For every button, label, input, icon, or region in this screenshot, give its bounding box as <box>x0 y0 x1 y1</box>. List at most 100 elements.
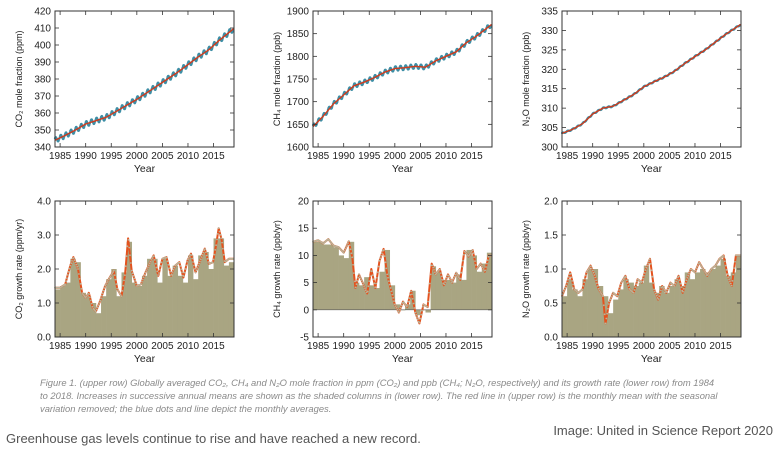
monthly-points <box>53 28 235 143</box>
monthly-point <box>411 293 413 296</box>
annual-column <box>223 265 230 337</box>
monthly-point <box>364 289 367 292</box>
annual-column <box>65 282 71 337</box>
y-tick-label: 15 <box>298 224 310 235</box>
monthly-point <box>165 256 168 259</box>
monthly-point <box>171 271 174 273</box>
monthly-point <box>694 271 696 274</box>
x-tick-label: 2005 <box>658 151 681 162</box>
monthly-point <box>642 274 645 277</box>
monthly-point <box>649 263 652 265</box>
monthly-point <box>214 249 217 251</box>
y-tick-label: 420 <box>34 7 51 18</box>
monthly-point <box>428 291 430 294</box>
annual-column <box>384 249 391 310</box>
monthly-point <box>457 274 459 277</box>
monthly-point <box>91 305 94 308</box>
n2o-mole-fraction-chart: 300 305 310 315 320 325 330 335 1985 1990 1995 2000… <box>507 0 757 180</box>
monthly-point <box>78 278 81 280</box>
monthly-point <box>586 269 589 272</box>
annual-column <box>567 279 573 337</box>
monthly-point <box>452 278 455 280</box>
y-tick-label: -5 <box>300 333 309 344</box>
y-tick-label: 2.0 <box>37 265 51 276</box>
monthly-point <box>187 257 190 259</box>
monthly-point <box>381 252 383 255</box>
monthly-point <box>684 282 687 285</box>
annual-column <box>486 252 493 310</box>
y-tick-label: 400 <box>34 41 51 52</box>
annual-column <box>425 309 431 313</box>
monthly-point <box>602 304 605 307</box>
monthly-point <box>399 308 401 311</box>
monthly-point <box>118 292 121 295</box>
monthly-point <box>85 295 88 298</box>
monthly-point <box>184 268 187 270</box>
monthly-point <box>685 279 688 282</box>
annual-column <box>674 279 680 337</box>
monthly-point <box>682 290 684 293</box>
monthly-point <box>696 265 699 267</box>
monthly-point <box>449 278 452 280</box>
monthly-point <box>662 287 665 289</box>
monthly-point <box>439 268 441 271</box>
monthly-point <box>68 267 71 270</box>
monthly-point <box>153 259 156 261</box>
monthly-point <box>147 266 149 268</box>
monthly-point <box>134 280 137 282</box>
monthly-point <box>76 265 79 268</box>
monthly-point <box>715 263 718 266</box>
annual-column <box>131 282 138 337</box>
x-tick-label: 2000 <box>633 341 656 352</box>
monthly-point <box>620 281 623 283</box>
monthly-point <box>363 285 365 287</box>
monthly-point <box>389 287 392 289</box>
monthly-point <box>159 265 162 267</box>
annual-column <box>684 272 691 337</box>
monthly-point <box>472 252 475 254</box>
monthly-point <box>431 264 434 267</box>
monthly-point <box>581 288 584 291</box>
monthly-point <box>428 282 431 285</box>
monthly-point <box>186 261 189 263</box>
monthly-point <box>585 271 588 273</box>
monthly-point <box>193 264 195 267</box>
monthly-point <box>625 276 627 279</box>
monthly-point <box>426 306 429 308</box>
x-tick-label: 1985 <box>49 341 72 352</box>
monthly-point <box>584 277 586 280</box>
monthly-point <box>118 291 120 293</box>
monthly-point <box>405 305 408 308</box>
annual-column <box>353 282 360 310</box>
monthly-point <box>140 283 143 285</box>
annual-column <box>638 282 645 337</box>
monthly-point <box>627 285 630 287</box>
monthly-point <box>471 249 474 252</box>
monthly-point <box>451 281 453 284</box>
monthly-point <box>115 283 118 285</box>
x-tick-label: 2000 <box>126 151 149 162</box>
annual-column <box>648 282 655 337</box>
annual-column <box>348 241 355 310</box>
monthly-point <box>636 280 638 283</box>
monthly-points <box>312 238 492 324</box>
monthly-point <box>456 273 458 276</box>
annual-column <box>152 258 158 337</box>
monthly-point <box>193 268 196 270</box>
plot-frame <box>312 10 493 148</box>
y-tick-label: 390 <box>34 58 51 69</box>
monthly-point <box>194 271 197 274</box>
monthly-point <box>733 267 736 269</box>
monthly-point <box>487 255 490 258</box>
annual-column <box>203 252 209 337</box>
monthly-point <box>219 233 222 236</box>
monthly-point <box>353 272 355 274</box>
monthly-point <box>601 293 603 296</box>
monthly-point <box>185 264 188 267</box>
ch4-growth-rate-chart: -5 0 5 10 15 20 1985 1990 1995 2000 2005 2010 2015 Ye… <box>258 190 508 370</box>
monthly-point <box>95 310 97 313</box>
monthly-point <box>617 291 620 294</box>
monthly-point <box>75 263 78 266</box>
annual-column <box>101 296 107 337</box>
monthly-point <box>112 269 115 272</box>
